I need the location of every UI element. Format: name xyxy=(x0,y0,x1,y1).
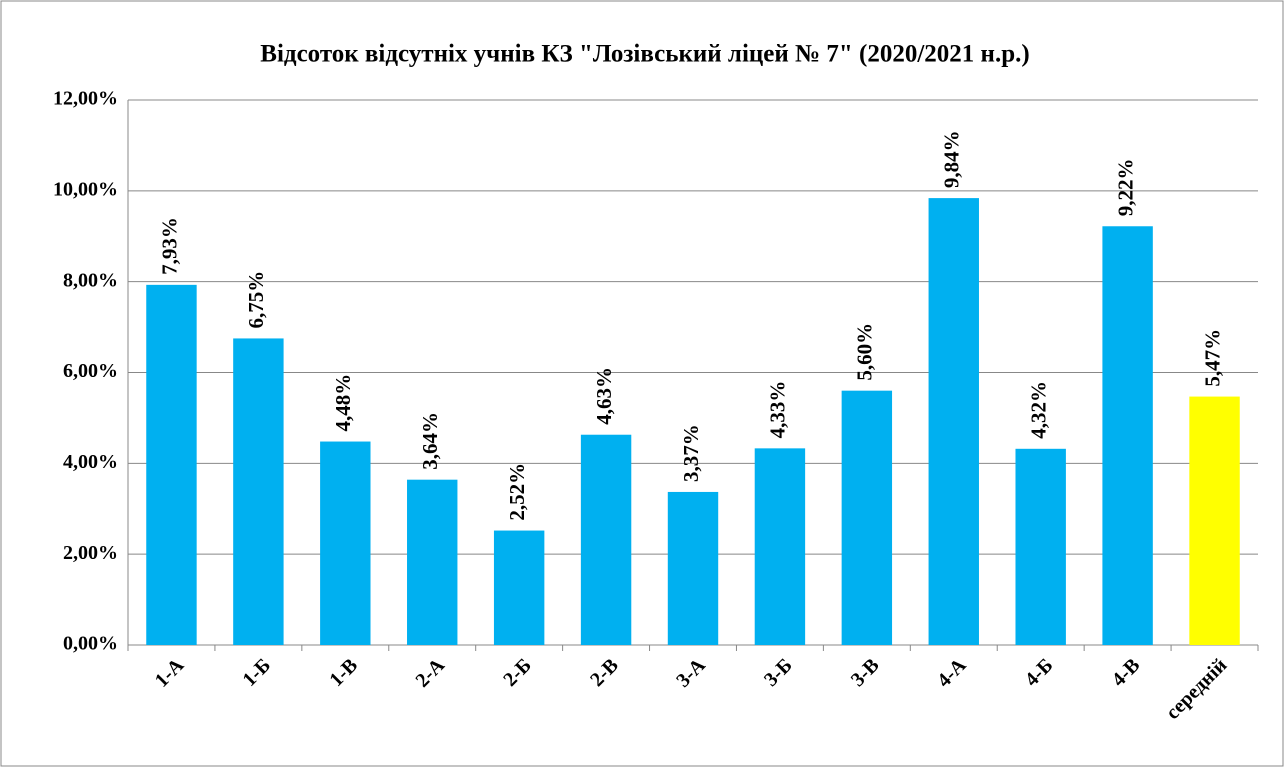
bar xyxy=(580,434,632,645)
y-tick-label: 6,00% xyxy=(63,360,118,382)
y-tick-label: 8,00% xyxy=(63,269,118,291)
bar xyxy=(1189,396,1240,645)
data-label: 9,84% xyxy=(940,130,964,188)
chart-title: Відсоток відсутніх учнів КЗ "Лозівський … xyxy=(260,41,1029,68)
data-label: 4,48% xyxy=(331,374,355,432)
bar xyxy=(841,390,893,645)
data-label: 4,32% xyxy=(1027,381,1051,439)
data-label: 3,37% xyxy=(679,424,703,482)
data-label: 9,22% xyxy=(1113,159,1137,217)
y-tick-label: 0,00% xyxy=(63,633,118,655)
data-label: 7,93% xyxy=(157,217,181,275)
y-tick-label: 4,00% xyxy=(63,451,118,473)
data-label: 6,75% xyxy=(244,271,268,329)
y-tick-label: 10,00% xyxy=(53,178,118,200)
bar xyxy=(320,441,371,645)
bar xyxy=(667,491,719,645)
data-label: 4,33% xyxy=(766,381,790,439)
y-tick-label: 2,00% xyxy=(63,542,118,564)
bar xyxy=(1015,448,1066,645)
y-tick-label: 12,00% xyxy=(53,88,118,110)
data-label: 5,60% xyxy=(853,323,877,381)
bar xyxy=(407,479,458,645)
bar xyxy=(928,198,979,645)
bar xyxy=(754,448,806,645)
bar xyxy=(493,530,545,645)
bar xyxy=(233,338,284,645)
data-label: 5,47% xyxy=(1200,329,1224,387)
bar xyxy=(1102,226,1153,645)
data-label: 3,64% xyxy=(418,412,442,470)
data-label: 2,52% xyxy=(505,463,529,521)
data-label: 4,63% xyxy=(592,367,616,425)
bar xyxy=(146,284,197,645)
